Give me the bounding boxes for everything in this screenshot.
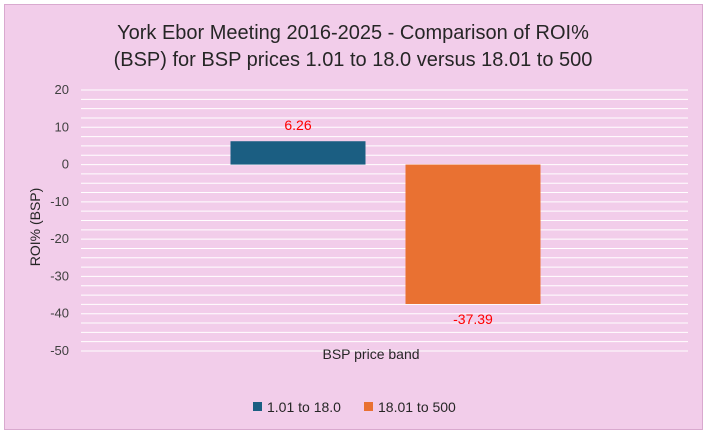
chart-title-line-1: York Ebor Meeting 2016-2025 - Comparison…	[117, 22, 589, 44]
bar-series-1	[230, 141, 366, 165]
gridlines	[81, 89, 688, 352]
y-tick-label: -20	[50, 231, 69, 246]
data-label-series-1: 6.26	[284, 117, 311, 133]
bars: 6.26 -37.39	[230, 117, 541, 327]
legend-swatch-1	[253, 402, 262, 411]
chart-title-line-2: (BSP) for BSP prices 1.01 to 18.0 versus…	[114, 49, 593, 71]
chart-svg: York Ebor Meeting 2016-2025 - Comparison…	[27, 22, 688, 415]
legend-label-2: 18.01 to 500	[378, 399, 456, 415]
x-axis-title: BSP price band	[322, 346, 419, 362]
legend-label-1: 1.01 to 18.0	[267, 399, 341, 415]
y-tick-label: -50	[50, 343, 69, 358]
bar-series-2	[405, 164, 541, 304]
y-tick-label: 10	[55, 119, 69, 134]
legend: 1.01 to 18.0 18.01 to 500	[253, 399, 456, 415]
y-tick-label: -30	[50, 268, 69, 283]
y-axis-title: ROI% (BSP)	[27, 188, 43, 267]
legend-swatch-2	[364, 402, 373, 411]
y-tick-label: -40	[50, 306, 69, 321]
y-tick-label: 0	[62, 157, 69, 172]
data-label-series-2: -37.39	[453, 311, 493, 327]
y-tick-label: -10	[50, 194, 69, 209]
y-axis-ticks: 20 10 0 -10 -20 -30 -40 -50	[50, 82, 69, 358]
chart-area: York Ebor Meeting 2016-2025 - Comparison…	[4, 4, 703, 430]
y-tick-label: 20	[55, 82, 69, 97]
